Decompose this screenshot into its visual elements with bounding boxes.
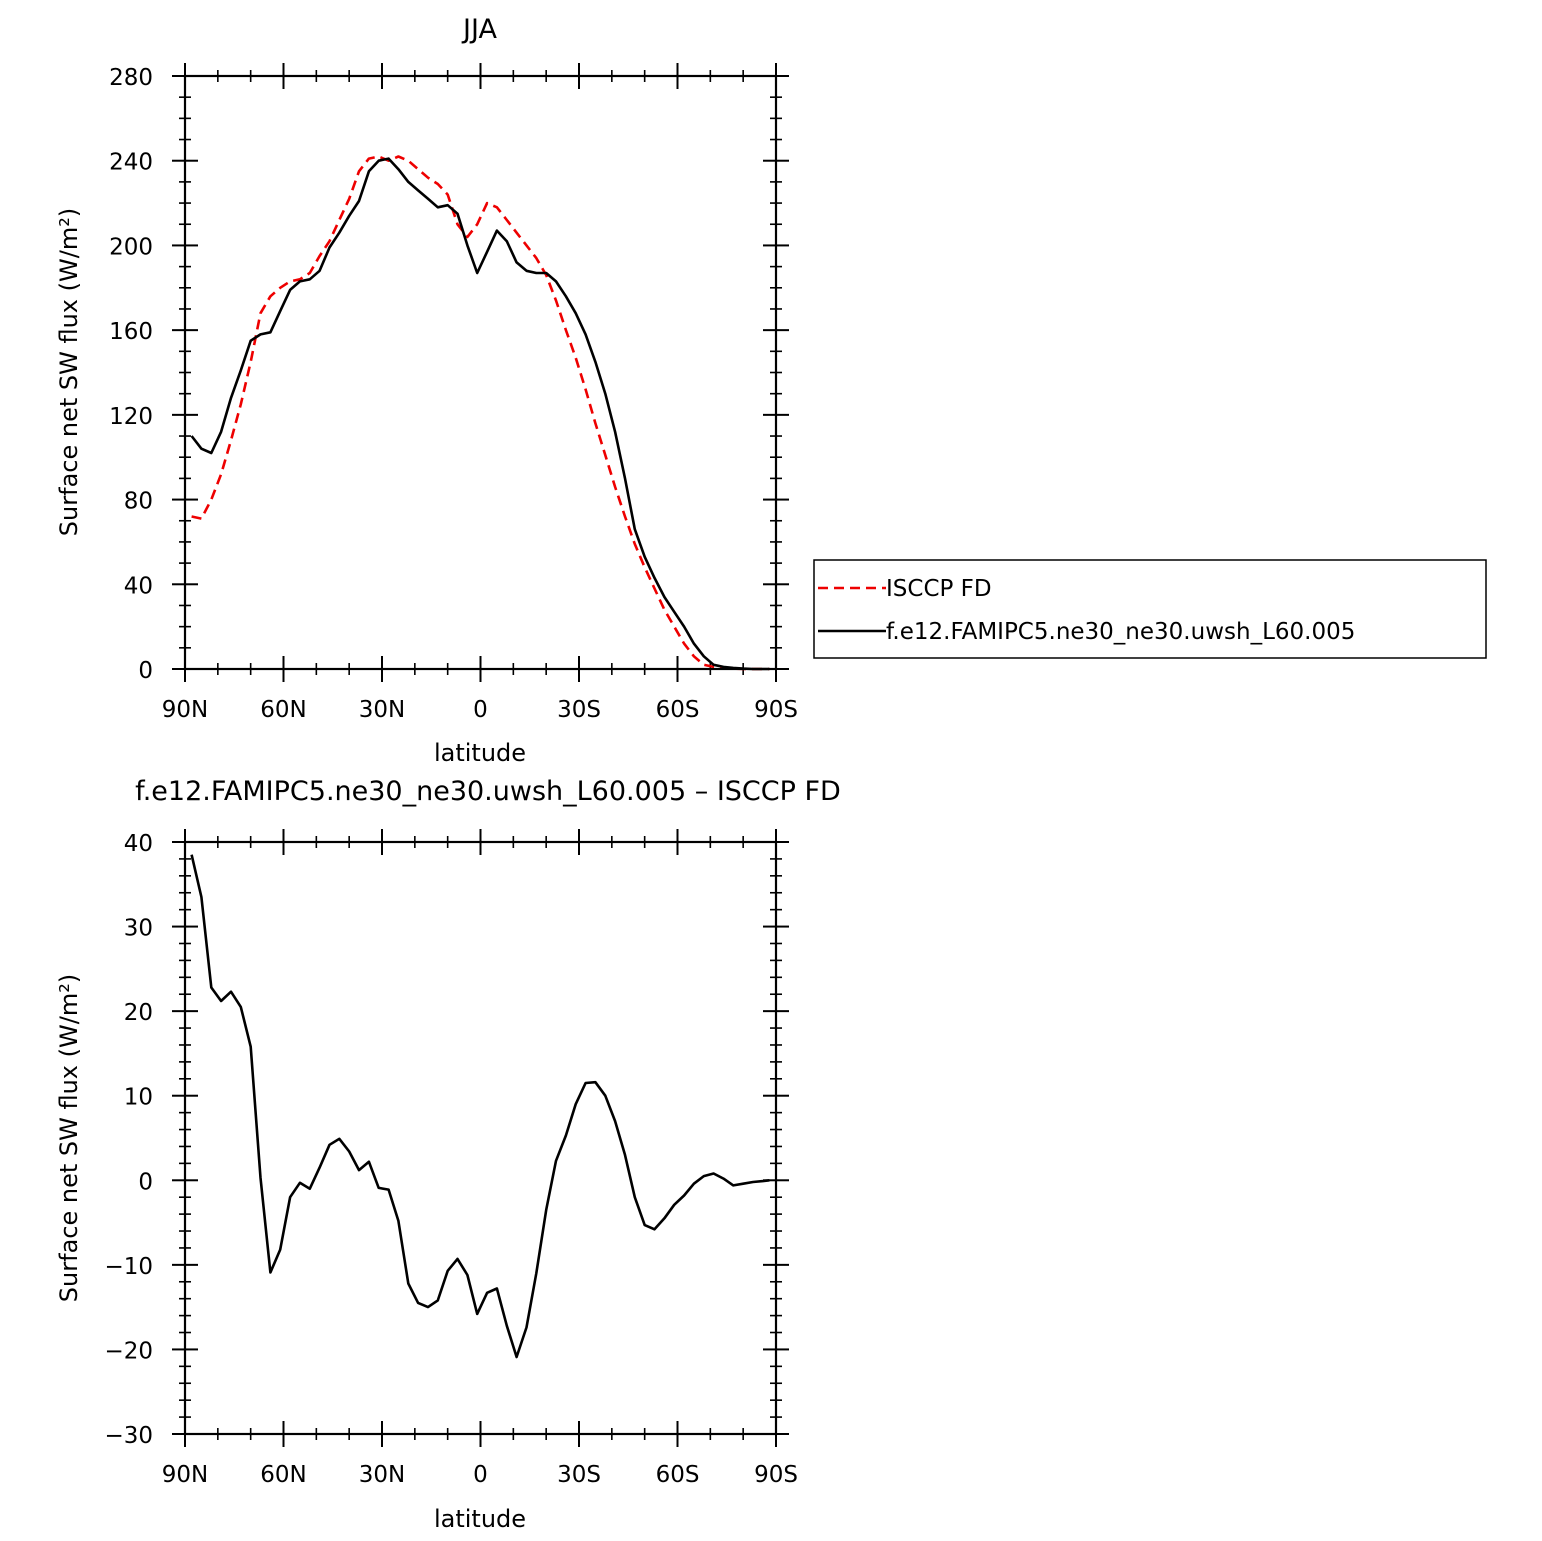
bottom-chart-title: f.e12.FAMIPC5.ne30_ne30.uwsh_L60.005 – I… <box>135 776 841 807</box>
legend: ISCCP FD f.e12.FAMIPC5.ne30_ne30.uwsh_L6… <box>813 559 1487 659</box>
bottom-chart-x-tick-label: 60N <box>260 1462 306 1488</box>
top-chart-y-tick-label: 80 <box>124 489 153 515</box>
top-chart-y-tick-label: 200 <box>109 234 153 260</box>
bottom-chart-x-tick-label: 90N <box>162 1462 208 1488</box>
top-chart-y-tick-label: 240 <box>109 150 153 176</box>
top-chart-x-tick-label: 30S <box>557 697 601 723</box>
bottom-chart-x-tick-label: 0 <box>473 1462 488 1488</box>
top-chart-x-tick-label: 0 <box>473 697 488 723</box>
bottom-chart-y-tick-label: −10 <box>104 1254 153 1280</box>
bottom-chart-x-tick-label: 90S <box>754 1462 798 1488</box>
bottom-chart-plot-frame <box>183 840 778 1436</box>
top-chart-series <box>190 155 770 671</box>
bottom-chart-x-tick-label: 30N <box>359 1462 405 1488</box>
legend-label-isccp: ISCCP FD <box>886 576 992 602</box>
bottom-chart-x-tick-labels: 90N 60N 30N 0 30S 60S 90S <box>162 1462 798 1488</box>
top-chart-x-tick-label: 30N <box>359 697 405 723</box>
bottom-chart-x-tick-label: 60S <box>656 1462 700 1488</box>
bottom-chart-y-tick-label: 40 <box>124 831 153 857</box>
legend-label-model: f.e12.FAMIPC5.ne30_ne30.uwsh_L60.005 <box>886 619 1355 645</box>
bottom-chart-series <box>190 854 770 1359</box>
top-chart-plot-frame <box>183 74 778 671</box>
top-chart-x-tick-label: 60S <box>656 697 700 723</box>
bottom-chart-y-tick-label: −30 <box>104 1423 153 1449</box>
bottom-chart-y-tick-label: −20 <box>104 1338 153 1364</box>
top-chart-ticks <box>172 63 789 682</box>
top-chart-y-tick-label: 120 <box>109 404 153 430</box>
top-chart-series-line-isccp-fd <box>191 155 770 671</box>
legend-item-isccp: ISCCP FD <box>818 576 992 602</box>
top-chart-x-tick-label: 60N <box>260 697 306 723</box>
top-chart-x-axis-label: latitude <box>434 739 526 767</box>
top-chart-x-tick-labels: 90N 60N 30N 0 30S 60S 90S <box>162 697 798 723</box>
bottom-chart-y-tick-label: 30 <box>124 916 153 942</box>
top-chart-x-tick-label: 90N <box>162 697 208 723</box>
top-chart-title: JJA <box>461 14 497 45</box>
legend-box <box>813 559 1487 659</box>
legend-item-model: f.e12.FAMIPC5.ne30_ne30.uwsh_L60.005 <box>818 619 1355 645</box>
bottom-chart-panel: f.e12.FAMIPC5.ne30_ne30.uwsh_L60.005 – I… <box>55 776 841 1533</box>
top-chart-y-tick-label: 40 <box>124 573 153 599</box>
bottom-chart-x-axis-label: latitude <box>434 1505 526 1533</box>
top-chart-x-tick-label: 90S <box>754 697 798 723</box>
top-chart-series-line-model <box>190 157 770 671</box>
bottom-chart-series-line-difference <box>190 854 770 1359</box>
bottom-chart-x-tick-label: 30S <box>557 1462 601 1488</box>
top-chart-y-tick-label: 160 <box>109 319 153 345</box>
top-chart-panel: JJA 90N 60N 30N 0 30S 60S 90S 0 40 80 120 160 200 24… <box>55 14 798 767</box>
bottom-chart-y-tick-labels: −30 −20 −10 0 10 20 30 40 <box>104 831 153 1449</box>
top-chart-y-tick-labels: 0 40 80 120 160 200 240 280 <box>109 65 153 684</box>
top-chart-y-axis-label: Surface net SW flux (W/m²) <box>55 208 83 536</box>
bottom-chart-ticks <box>172 829 789 1447</box>
bottom-chart-y-tick-label: 0 <box>138 1169 153 1195</box>
bottom-chart-y-tick-label: 10 <box>124 1085 153 1111</box>
bottom-chart-y-axis-label: Surface net SW flux (W/m²) <box>55 974 83 1302</box>
top-chart-y-tick-label: 0 <box>138 658 153 684</box>
top-chart-y-tick-label: 280 <box>109 65 153 91</box>
bottom-chart-y-tick-label: 20 <box>124 1000 153 1026</box>
